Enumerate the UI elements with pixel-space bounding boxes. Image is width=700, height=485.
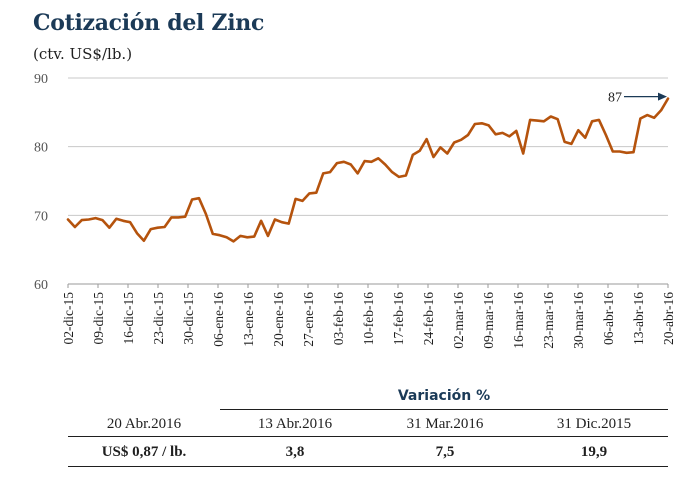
- annotation-arrow-head: [658, 92, 667, 101]
- variation-date-3: 31 Dic.2015: [556, 416, 632, 432]
- variation-heading: Variación %: [397, 388, 491, 404]
- y-tick-label: 80: [34, 141, 48, 156]
- annotation-group: 87: [608, 91, 667, 106]
- x-tick-label: 20-abr-16: [661, 292, 676, 345]
- grid-lines: [68, 77, 668, 285]
- table-rule-top: [220, 409, 668, 410]
- y-tick-label: 70: [34, 209, 48, 224]
- x-tick-label: 27-ene-16: [301, 292, 316, 347]
- x-tick-label: 23-mar-16: [541, 292, 556, 349]
- x-tick-label: 13-ene-16: [241, 292, 256, 347]
- x-tick-label: 13-abr-16: [631, 292, 646, 345]
- variation-date-1: 13 Abr.2016: [257, 416, 333, 432]
- y-axis-ticks: 60 70 80 90: [34, 72, 48, 293]
- x-axis-ticks: 02-dic-15 09-dic-15 16-dic-15 23-dic-15 30-d…: [61, 292, 676, 349]
- variation-date-2: 31 Mar.2016: [406, 416, 484, 432]
- x-tick-label: 30-mar-16: [571, 292, 586, 349]
- x-tick-label: 09-dic-15: [91, 292, 106, 345]
- x-tick-label: 16-dic-15: [121, 292, 136, 345]
- x-tick-label: 17-feb-16: [391, 292, 406, 345]
- x-tick-label: 16-mar-16: [511, 292, 526, 349]
- table-rule-mid: [68, 436, 668, 437]
- x-tick-label: 06-abr-16: [601, 292, 616, 345]
- x-tick-label: 02-mar-16: [451, 292, 466, 349]
- x-tick-label: 06-ene-16: [211, 292, 226, 347]
- y-tick-label: 90: [34, 72, 48, 87]
- x-tick-label: 24-feb-16: [421, 292, 436, 345]
- x-tick-label: 02-dic-15: [61, 292, 76, 345]
- table-rule-bottom: [68, 466, 668, 467]
- zinc-price-chart: 60 70 80 90 02-dic-15 09-dic-15 16-dic-15 23-d…: [34, 72, 676, 349]
- current-price: US$ 0,87 / lb.: [101, 444, 187, 460]
- variation-value-2: 7,5: [435, 444, 455, 460]
- x-tick-label: 10-feb-16: [361, 292, 376, 345]
- series-group: [66, 97, 670, 243]
- zinc-price-line: [66, 97, 670, 243]
- x-tick-label: 03-feb-16: [331, 292, 346, 345]
- x-tick-label: 09-mar-16: [481, 292, 496, 349]
- x-axis: [67, 283, 669, 288]
- x-tick-label: 23-dic-15: [151, 292, 166, 345]
- variation-value-3: 19,9: [580, 444, 608, 460]
- reference-date: 20 Abr.2016: [106, 416, 182, 432]
- chart-subtitle: (ctv. US$/lb.): [33, 45, 133, 63]
- chart-title: Cotización del Zinc: [33, 10, 265, 36]
- y-tick-label: 60: [34, 278, 48, 293]
- annotation-label: 87: [608, 91, 622, 106]
- x-tick-label: 20-ene-16: [271, 292, 286, 347]
- variation-value-1: 3,8: [285, 444, 305, 460]
- x-tick-label: 30-dic-15: [181, 292, 196, 345]
